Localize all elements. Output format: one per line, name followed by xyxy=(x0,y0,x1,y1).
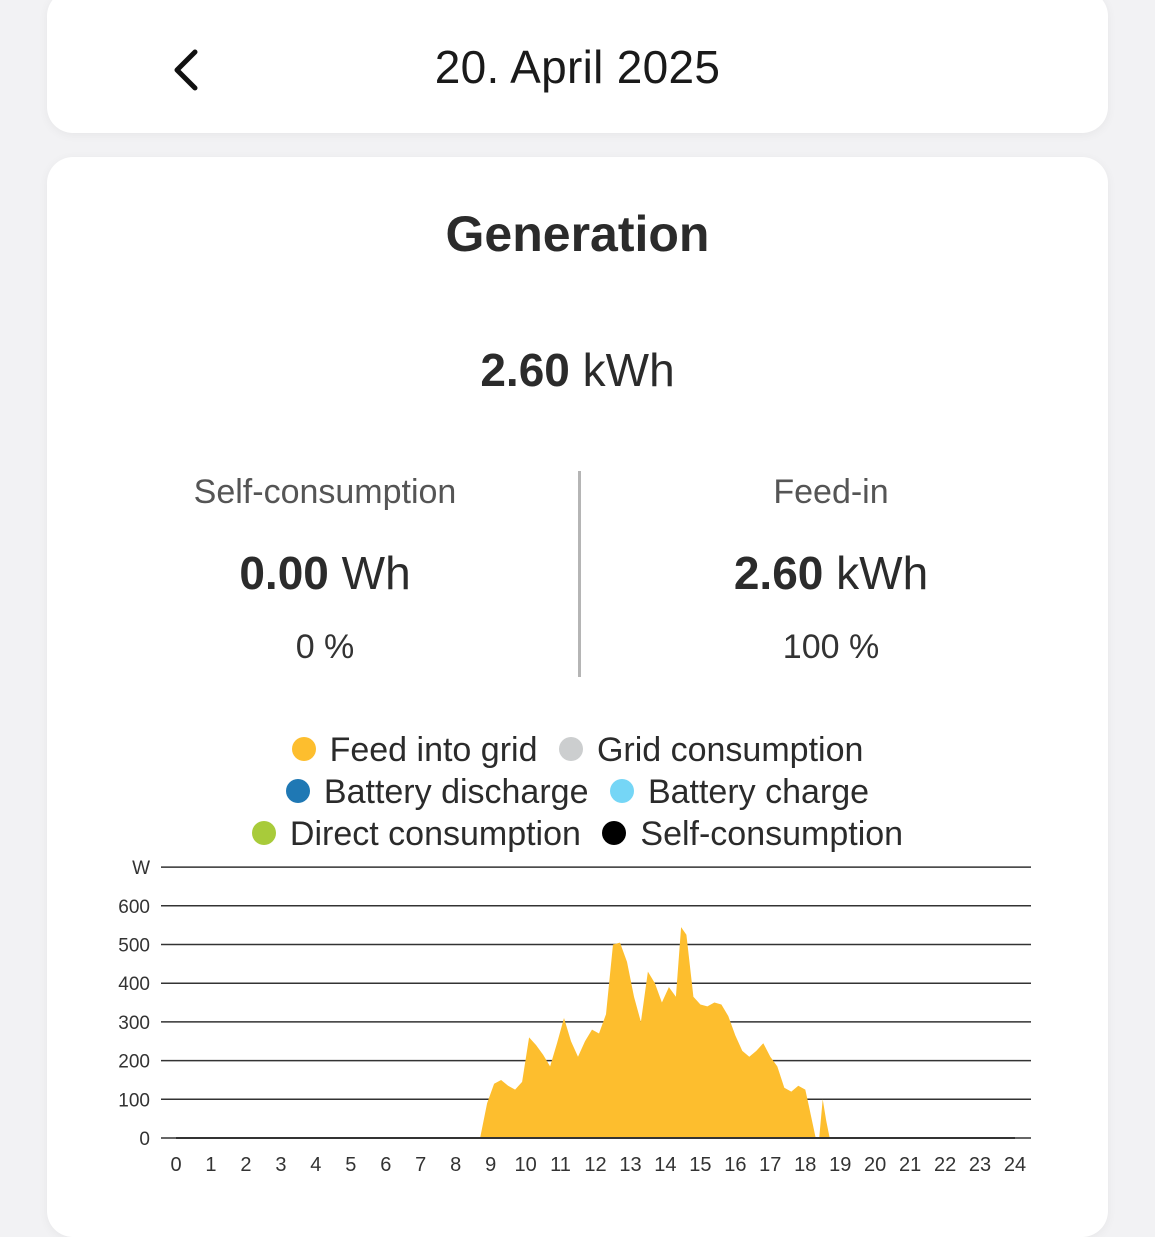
self-consumption-unit: Wh xyxy=(341,547,411,599)
x-tick-label: 17 xyxy=(759,1154,781,1176)
legend-item-self-consumption[interactable]: Self-consumption xyxy=(602,813,903,855)
x-tick-label: 21 xyxy=(899,1154,921,1176)
total-value: 2.60 xyxy=(480,344,570,396)
series-area-feed-into-grid xyxy=(176,927,1015,1138)
x-tick-label: 15 xyxy=(689,1154,711,1176)
legend-row: Battery discharge Battery charge xyxy=(47,771,1108,813)
x-tick-label: 16 xyxy=(724,1154,746,1176)
x-tick-label: 12 xyxy=(584,1154,606,1176)
legend-row: Feed into grid Grid consumption xyxy=(47,729,1108,771)
feed-in-value: 2.60 kWh xyxy=(631,546,1031,600)
y-axis-label: W xyxy=(132,858,150,879)
x-tick-label: 7 xyxy=(415,1154,426,1176)
date-title: 20. April 2025 xyxy=(434,41,721,93)
self-consumption-stat: Self-consumption 0.00 Wh 0 % xyxy=(125,473,525,667)
legend-row: Direct consumption Self-consumption xyxy=(47,813,1108,855)
legend-item-battery-charge[interactable]: Battery charge xyxy=(609,771,870,813)
feed-in-label: Feed-in xyxy=(773,473,889,511)
x-tick-label: 19 xyxy=(829,1154,851,1176)
legend-label: Direct consumption xyxy=(289,815,581,853)
x-tick-label: 2 xyxy=(240,1154,251,1176)
battery-discharge-dot-icon xyxy=(285,779,310,804)
direct-consumption-dot-icon xyxy=(251,821,276,846)
feed-in-percent: 100 % xyxy=(782,628,880,666)
y-tick-label: 400 xyxy=(118,974,150,995)
x-tick-label: 6 xyxy=(380,1154,391,1176)
self-consumption-value: 0.00 Wh xyxy=(125,546,525,600)
total-generation: 2.60 kWh xyxy=(47,343,1108,397)
self-consumption-number: 0.00 xyxy=(239,547,329,599)
x-tick-label: 8 xyxy=(450,1154,461,1176)
total-unit: kWh xyxy=(582,344,675,396)
x-tick-label: 22 xyxy=(934,1154,956,1176)
legend-label: Battery charge xyxy=(647,773,870,811)
feed-in-number: 2.60 xyxy=(733,547,824,599)
legend-label: Feed into grid xyxy=(329,731,538,769)
stat-divider xyxy=(578,471,581,677)
legend-label: Grid consumption xyxy=(596,731,864,769)
feed-in-unit: kWh xyxy=(836,547,929,599)
legend-label: Battery discharge xyxy=(323,773,589,811)
self-consumption-dot-icon xyxy=(602,821,627,846)
x-tick-label: 3 xyxy=(275,1154,286,1176)
back-button[interactable] xyxy=(157,40,217,100)
x-tick-label: 1 xyxy=(205,1154,216,1176)
battery-charge-dot-icon xyxy=(609,779,634,804)
legend-item-direct-consumption[interactable]: Direct consumption xyxy=(251,813,581,855)
x-tick-label: 24 xyxy=(1004,1154,1026,1176)
header-bar: 20. April 2025 xyxy=(47,0,1108,133)
self-consumption-percent: 0 % xyxy=(295,628,355,666)
x-tick-label: 0 xyxy=(170,1154,181,1176)
y-tick-label: 100 xyxy=(118,1090,150,1111)
generation-title: Generation xyxy=(445,206,710,262)
feed-in-stat: Feed-in 2.60 kWh 100 % xyxy=(631,473,1031,667)
x-tick-label: 4 xyxy=(310,1154,321,1176)
legend-label: Self-consumption xyxy=(640,815,904,853)
generation-card: Generation 2.60 kWh Self-consumption 0.0… xyxy=(47,157,1108,1237)
grid-consumption-dot-icon xyxy=(558,737,583,762)
y-tick-label: 200 xyxy=(118,1052,150,1073)
legend-item-battery-discharge[interactable]: Battery discharge xyxy=(285,771,589,813)
self-consumption-label: Self-consumption xyxy=(193,473,457,511)
legend-item-feed-into-grid[interactable]: Feed into grid xyxy=(291,729,538,771)
x-tick-label: 5 xyxy=(345,1154,356,1176)
chevron-left-icon xyxy=(174,49,198,91)
chart-legend: Feed into grid Grid consumption Battery … xyxy=(47,729,1108,855)
y-tick-label: 300 xyxy=(118,1013,150,1034)
x-tick-label: 20 xyxy=(864,1154,886,1176)
x-tick-label: 9 xyxy=(485,1154,496,1176)
x-tick-label: 23 xyxy=(969,1154,991,1176)
feed-into-grid-dot-icon xyxy=(291,737,316,762)
x-tick-label: 18 xyxy=(794,1154,816,1176)
y-tick-label: 500 xyxy=(118,936,150,957)
x-tick-label: 10 xyxy=(514,1154,536,1176)
x-tick-label: 13 xyxy=(619,1154,641,1176)
legend-item-grid-consumption[interactable]: Grid consumption xyxy=(558,729,864,771)
x-tick-label: 14 xyxy=(654,1154,676,1176)
x-tick-label: 11 xyxy=(550,1154,571,1176)
y-tick-label: 600 xyxy=(118,897,150,918)
y-tick-label: 0 xyxy=(139,1129,150,1150)
